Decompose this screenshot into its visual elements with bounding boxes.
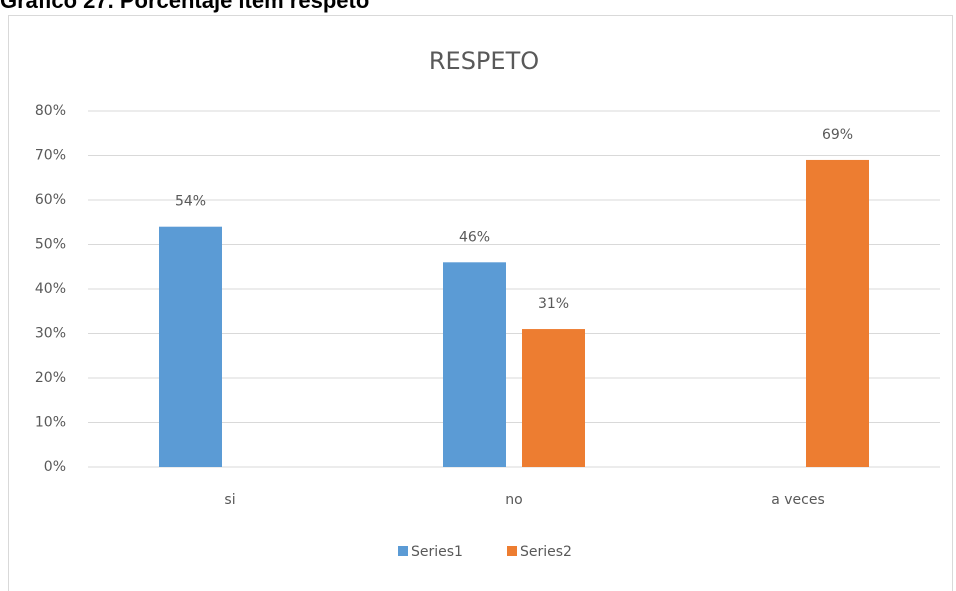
bar — [806, 159, 869, 467]
y-tick-label: 80% — [35, 103, 66, 119]
x-tick-label: a veces — [771, 492, 825, 508]
y-tick-label: 0% — [44, 459, 66, 475]
x-tick-label: si — [224, 492, 235, 508]
data-label: 46% — [459, 229, 490, 245]
y-tick-label: 30% — [35, 326, 66, 342]
data-label: 69% — [822, 127, 853, 143]
y-tick-label: 70% — [35, 148, 66, 164]
x-tick-label: no — [505, 492, 522, 508]
bar — [159, 226, 222, 467]
y-tick-label: 10% — [35, 415, 66, 431]
y-tick-label: 50% — [35, 237, 66, 253]
legend-swatch — [507, 546, 517, 556]
legend-swatch — [398, 546, 408, 556]
legend-label: Series1 — [411, 544, 463, 560]
data-label: 54% — [175, 194, 206, 210]
y-tick-label: 20% — [35, 370, 66, 386]
y-tick-label: 60% — [35, 192, 66, 208]
caption: Gráfico 27. Porcentaje ítem respeto — [0, 0, 370, 13]
chart-title: RESPETO — [429, 47, 539, 75]
data-label: 31% — [538, 296, 569, 312]
legend-label: Series2 — [520, 544, 572, 560]
bar — [522, 329, 585, 467]
y-tick-label: 40% — [35, 281, 66, 297]
bar — [443, 262, 506, 467]
